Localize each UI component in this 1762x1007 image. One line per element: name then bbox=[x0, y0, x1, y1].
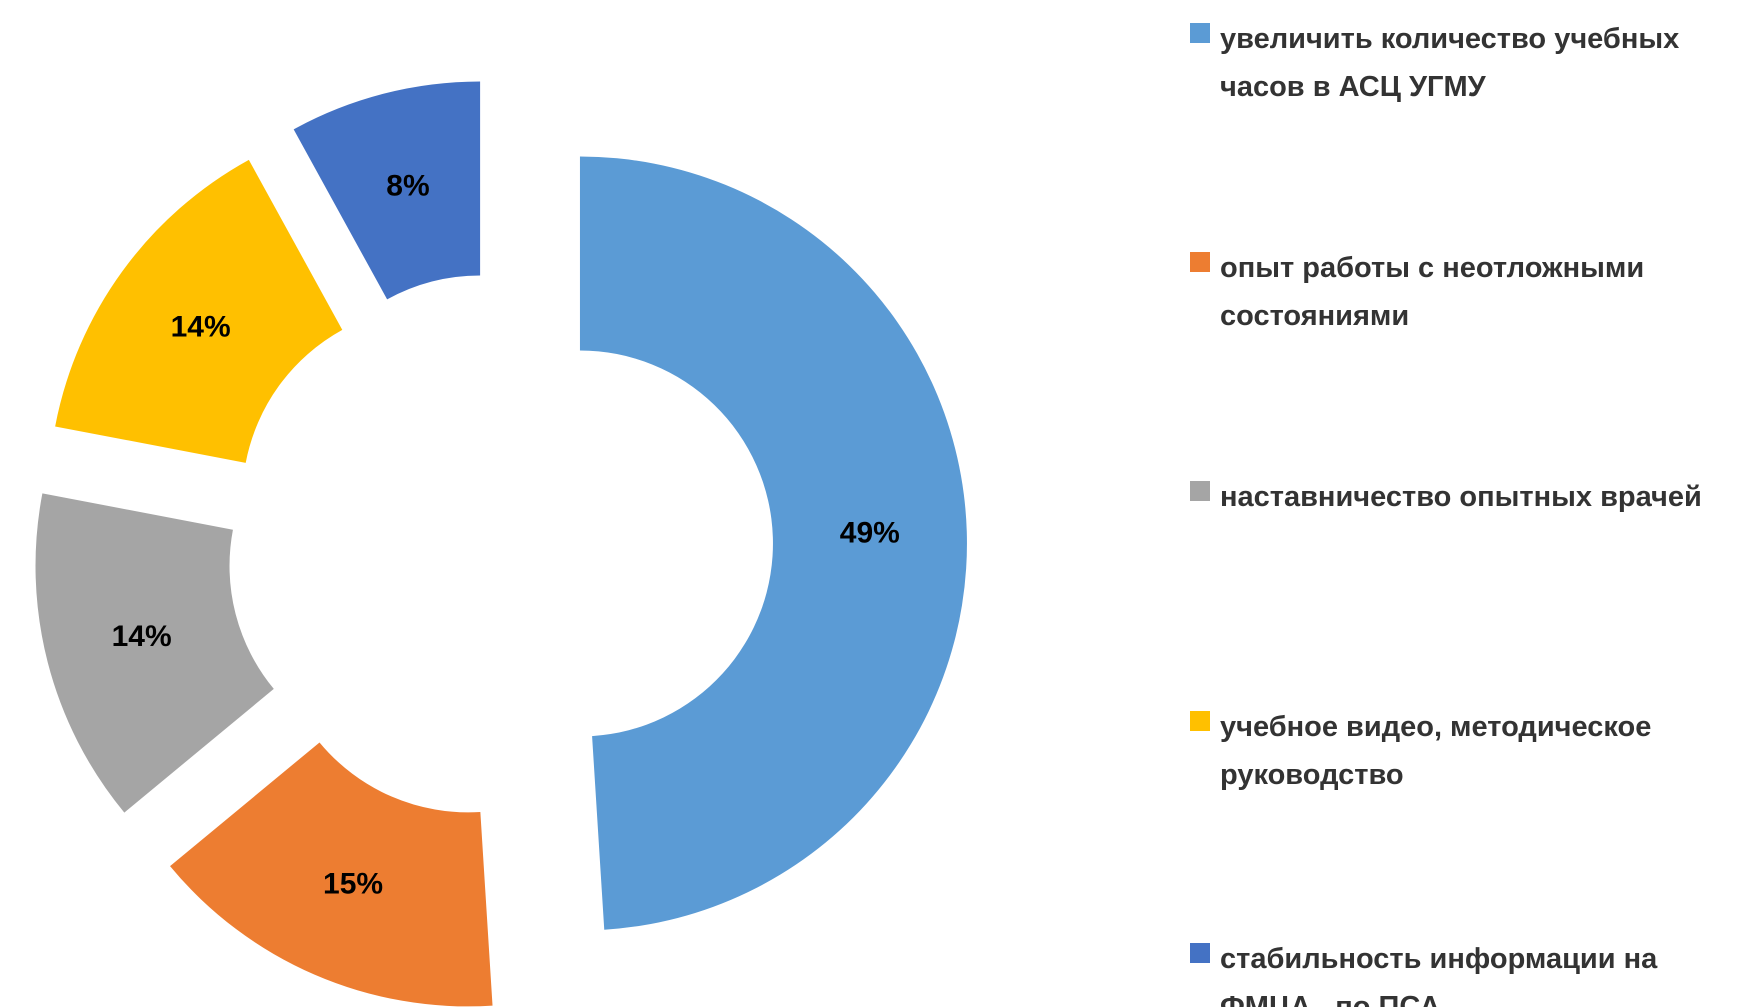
donut-area: 49% 15% 14% 14% 8% bbox=[35, 81, 967, 1007]
legend-item: учебное видео, методическое руководство bbox=[1190, 703, 1750, 799]
data-label: 14% bbox=[171, 310, 231, 343]
data-label: 15% bbox=[323, 867, 383, 900]
legend-item: увеличить количество учебных часов в АСЦ… bbox=[1190, 15, 1750, 111]
data-label: 49% bbox=[840, 516, 900, 549]
legend-item: наставничество опытных врачей bbox=[1190, 473, 1750, 521]
legend-swatch bbox=[1190, 23, 1210, 43]
data-label: 8% bbox=[386, 170, 429, 203]
donut-slice bbox=[55, 159, 343, 463]
legend-item: стабильность информации на ФМЦА по ПСА bbox=[1190, 935, 1750, 1007]
legend-label: увеличить количество учебных часов в АСЦ… bbox=[1220, 23, 1688, 103]
legend-label: опыт работы с неотложными состояниями bbox=[1220, 252, 1653, 332]
donut-slice bbox=[293, 81, 481, 300]
legend-label: стабильность информации на ФМЦА по ПСА bbox=[1220, 943, 1666, 1007]
legend-item: опыт работы с неотложными состояниями bbox=[1190, 244, 1750, 340]
legend-swatch bbox=[1190, 943, 1210, 963]
donut-slice bbox=[170, 742, 493, 1007]
donut-slice bbox=[35, 493, 274, 813]
data-label: 14% bbox=[112, 620, 172, 653]
legend-swatch bbox=[1190, 711, 1210, 731]
legend-label: учебное видео, методическое руководство bbox=[1220, 711, 1660, 791]
legend-swatch bbox=[1190, 481, 1210, 501]
donut-slice bbox=[579, 156, 967, 930]
legend-swatch bbox=[1190, 252, 1210, 272]
legend-label: наставничество опытных врачей bbox=[1220, 481, 1702, 513]
